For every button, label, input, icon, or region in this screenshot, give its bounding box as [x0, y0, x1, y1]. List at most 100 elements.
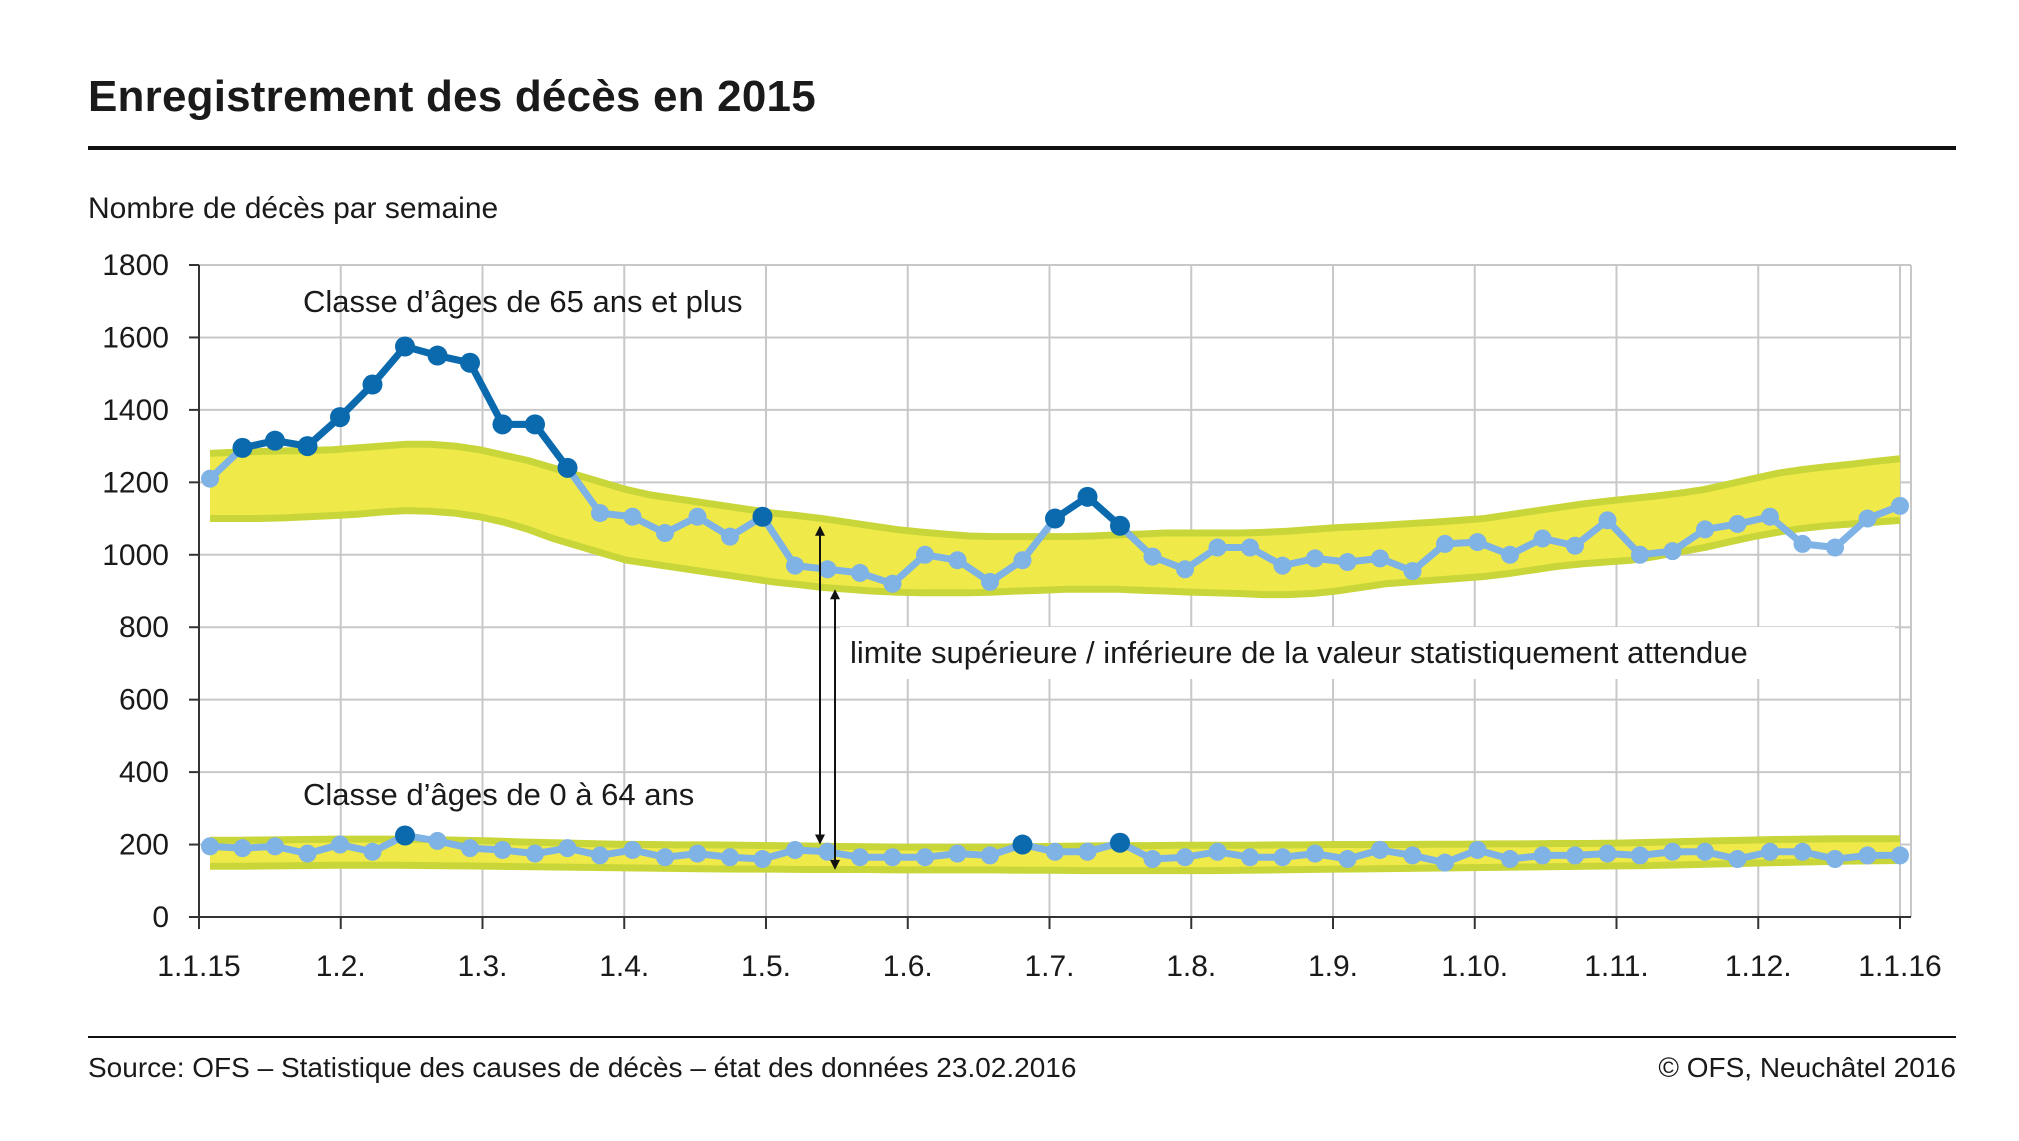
- label-0-64: Classe d’âges de 0 à 64 ans: [303, 777, 694, 812]
- data-point: [493, 840, 512, 859]
- data-point: [1598, 511, 1617, 530]
- data-point: [1371, 549, 1389, 568]
- data-point: [1468, 840, 1487, 859]
- x-tick-label-6: 1.7.: [1024, 950, 1074, 983]
- data-point: [331, 835, 349, 854]
- data-point: [297, 436, 318, 457]
- data-point: [786, 840, 804, 859]
- data-point: [721, 527, 739, 546]
- data-point: [1436, 853, 1454, 872]
- data-point: [1273, 556, 1292, 575]
- data-point: [492, 414, 513, 435]
- arrow-head-bottom: [830, 859, 840, 870]
- data-point: [298, 844, 317, 863]
- data-point: [721, 848, 739, 867]
- data-point: [1306, 549, 1324, 568]
- chart: 0 200 400 600 800 1000 1200 1400 1600 1800 1.1.15 1…: [102, 249, 1941, 983]
- data-point: [1208, 538, 1227, 557]
- data-point: [883, 574, 902, 593]
- data-point: [591, 846, 609, 865]
- data-point: [1761, 842, 1779, 861]
- band-label-background: [840, 627, 1895, 679]
- data-point: [1858, 846, 1877, 865]
- x-tick-label-5: 1.6.: [883, 950, 933, 983]
- y-tick-label-1400: 1400: [102, 394, 169, 427]
- data-point: [233, 839, 252, 858]
- y-tick-label-1200: 1200: [102, 466, 169, 499]
- data-point: [1858, 509, 1877, 528]
- data-point: [1728, 514, 1747, 533]
- x-tick-label-9: 1.10.: [1441, 950, 1508, 983]
- data-point: [948, 844, 967, 863]
- data-point: [752, 506, 773, 527]
- data-point: [1338, 850, 1357, 869]
- data-point: [1012, 834, 1033, 855]
- data-point: [557, 457, 578, 478]
- band-lower-1: [210, 856, 1901, 875]
- x-tick-label-10: 1.11.: [1584, 950, 1649, 983]
- data-point: [818, 842, 837, 861]
- data-point: [428, 831, 447, 850]
- data-point: [1696, 842, 1714, 861]
- data-point: [1241, 848, 1259, 867]
- data-point: [623, 840, 642, 859]
- arrow-lower-limit: [830, 589, 840, 870]
- data-point: [1826, 850, 1844, 869]
- copyright-note: © OFS, Neuchâtel 2016: [1658, 1052, 1956, 1083]
- x-tick-label-8: 1.9.: [1308, 950, 1358, 983]
- x-tick-label-1: 1.2.: [316, 950, 366, 983]
- data-point: [395, 336, 415, 357]
- data-point: [1045, 508, 1065, 529]
- data-point: [818, 560, 837, 579]
- arrow-head-bottom: [815, 834, 825, 845]
- axes: 0 200 400 600 800 1000 1200 1400 1600 1800 1.1.15 1…: [102, 249, 1941, 983]
- data-point: [1501, 850, 1519, 869]
- data-point: [1143, 850, 1162, 869]
- arrow-gap: [812, 640, 844, 668]
- data-point: [916, 545, 934, 564]
- data-point: [1273, 848, 1292, 867]
- band-area-0: [210, 444, 1900, 595]
- source-note: Source: OFS – Statistique des causes de …: [88, 1052, 1077, 1083]
- x-tick-label-4: 1.5.: [741, 950, 791, 983]
- data-point: [1598, 844, 1617, 863]
- data-point: [1891, 846, 1909, 865]
- data-point: [1371, 840, 1389, 859]
- data-point: [1761, 507, 1779, 526]
- y-tick-label-800: 800: [119, 611, 169, 644]
- data-point: [1403, 562, 1422, 581]
- data-point: [916, 848, 934, 867]
- x-tick-label-11: 1.12.: [1725, 950, 1792, 983]
- band-label: limite supérieure / inférieure de la val…: [850, 635, 1748, 670]
- band-upper-0: [209, 440, 1901, 541]
- data-point: [1306, 844, 1324, 863]
- band-lower-0: [210, 507, 1901, 599]
- data-point: [1046, 842, 1064, 861]
- data-point: [1078, 842, 1097, 861]
- data-point: [688, 507, 707, 526]
- data-point: [526, 844, 544, 863]
- data-point: [461, 839, 479, 858]
- data-point: [981, 572, 999, 591]
- data-point: [1013, 551, 1032, 570]
- x-tick-label-2: 1.3.: [457, 950, 507, 983]
- data-point: [1793, 842, 1812, 861]
- arrow-upper-limit: [815, 525, 825, 845]
- x-tick-label-12: 1.1.16: [1858, 950, 1941, 983]
- data-point: [201, 837, 219, 856]
- data-point: [1728, 850, 1747, 869]
- data-point: [948, 551, 967, 570]
- data-point: [1176, 560, 1194, 579]
- y-tick-label-1000: 1000: [102, 539, 169, 572]
- x-tick-label-3: 1.4.: [599, 950, 649, 983]
- data-point: [656, 524, 674, 543]
- y-tick-label-400: 400: [119, 756, 169, 789]
- data-point: [1533, 846, 1552, 865]
- data-point: [1631, 545, 1649, 564]
- footer-divider: [88, 1036, 1956, 1038]
- data-point: [623, 507, 642, 526]
- data-point: [1468, 533, 1487, 552]
- data-point: [1793, 534, 1812, 553]
- data-point: [1143, 547, 1162, 566]
- series: [201, 336, 1909, 872]
